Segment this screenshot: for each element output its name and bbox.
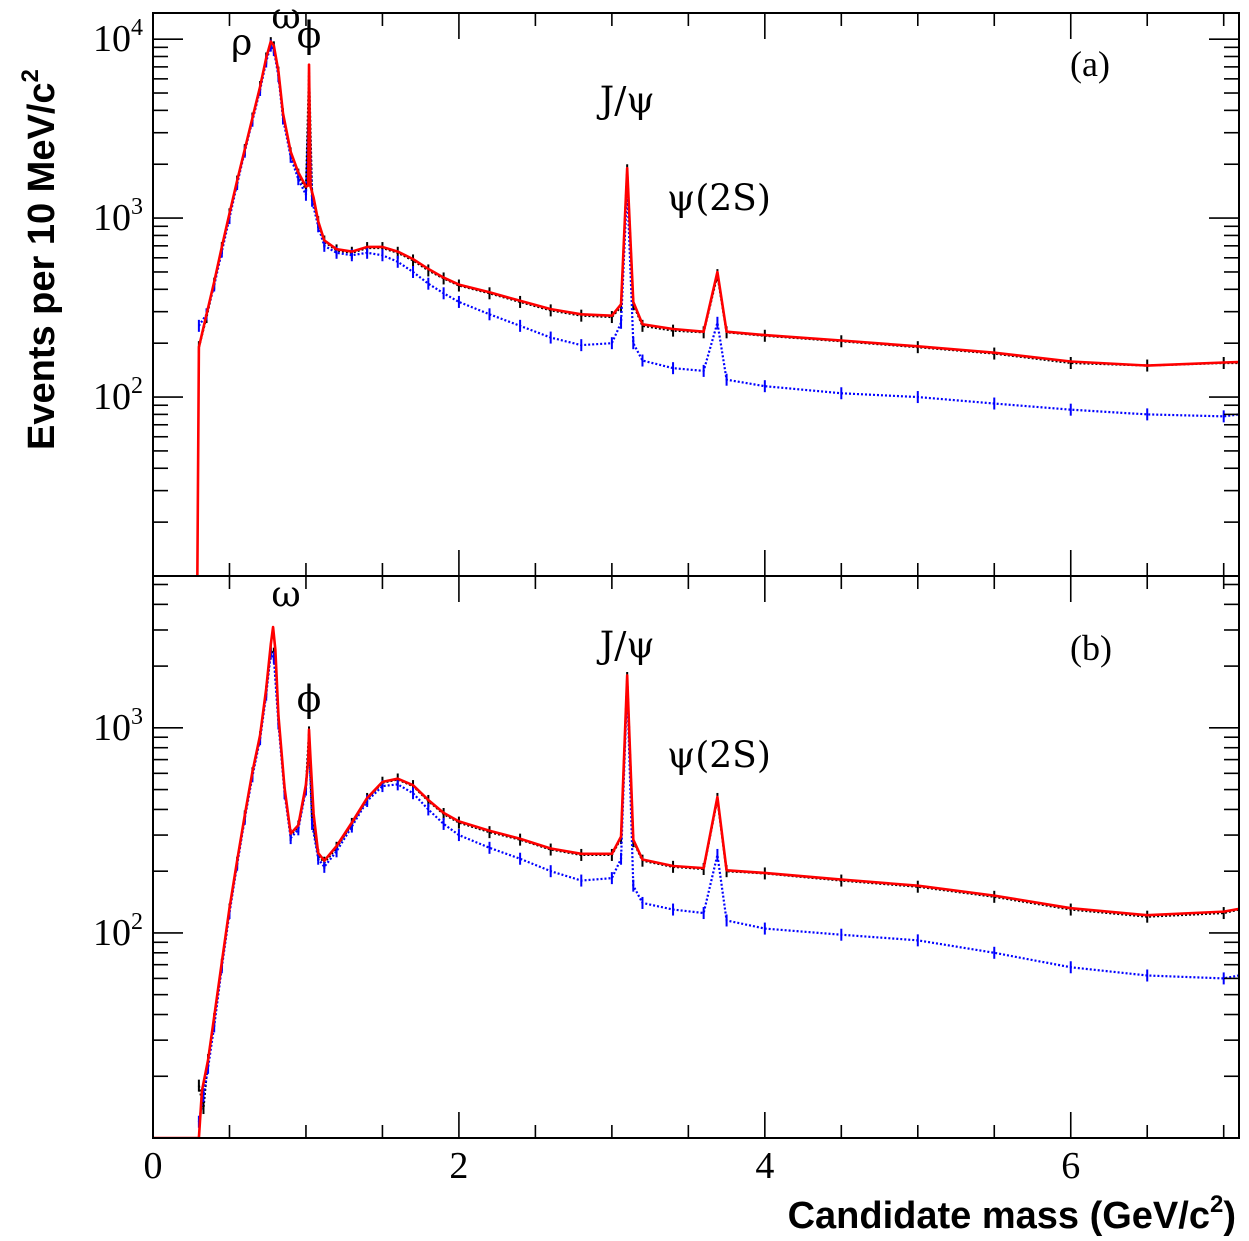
peak-label: ψ(2S) [667,179,771,220]
peak-label: J/ψ [596,80,655,121]
x-tick-label: 4 [755,1145,774,1187]
series-line [154,625,1238,1137]
peak-label: ρ [231,23,252,64]
x-tick-label: 2 [449,1145,468,1187]
panel-a: (a) 102 103 104 ρωϕ J/ψ ψ(2S) [93,0,1240,577]
x-tick-label: 6 [1061,1145,1080,1187]
series-line [196,40,1238,575]
y-tick-label: 103 [93,194,143,239]
series-trace [197,647,1238,1109]
x-axis-title: Candidate mass (GeV/c2) [788,1191,1236,1237]
panel-a-plot-area [196,37,1238,575]
panel-b-label: (b) [1070,628,1112,668]
peak-label: ψ(2S) [667,736,771,777]
y-tick-label: 102 [93,909,143,954]
series-1 [197,647,1238,1128]
x-tick-label: 0 [144,1145,163,1187]
series-2 [196,40,1238,575]
panel-b: (b) 102 103 0 2 4 6 ω ϕ J/ψ ψ(2S) [93,575,1240,1187]
y-tick-label: 103 [93,704,143,749]
panel-b-plot-area [154,625,1238,1137]
peak-label: ω [271,575,300,616]
peak-label: J/ψ [596,626,655,667]
series-trace [197,43,1238,418]
panel-a-frame [152,12,1240,577]
series-2 [154,625,1238,1137]
peak-label: ω [271,0,300,37]
series-trace [197,650,1238,1122]
panel-b-frame [152,575,1240,1139]
y-axis-title: Events per 10 MeV/c2 [17,69,63,450]
y-tick-label: 102 [93,373,143,418]
series-0 [197,643,1238,1115]
series-1 [197,39,1238,423]
y-tick-label: 104 [93,15,143,60]
peak-label: ϕ [297,680,322,721]
panel-a-label: (a) [1070,44,1110,84]
peak-label: ϕ [297,15,322,56]
